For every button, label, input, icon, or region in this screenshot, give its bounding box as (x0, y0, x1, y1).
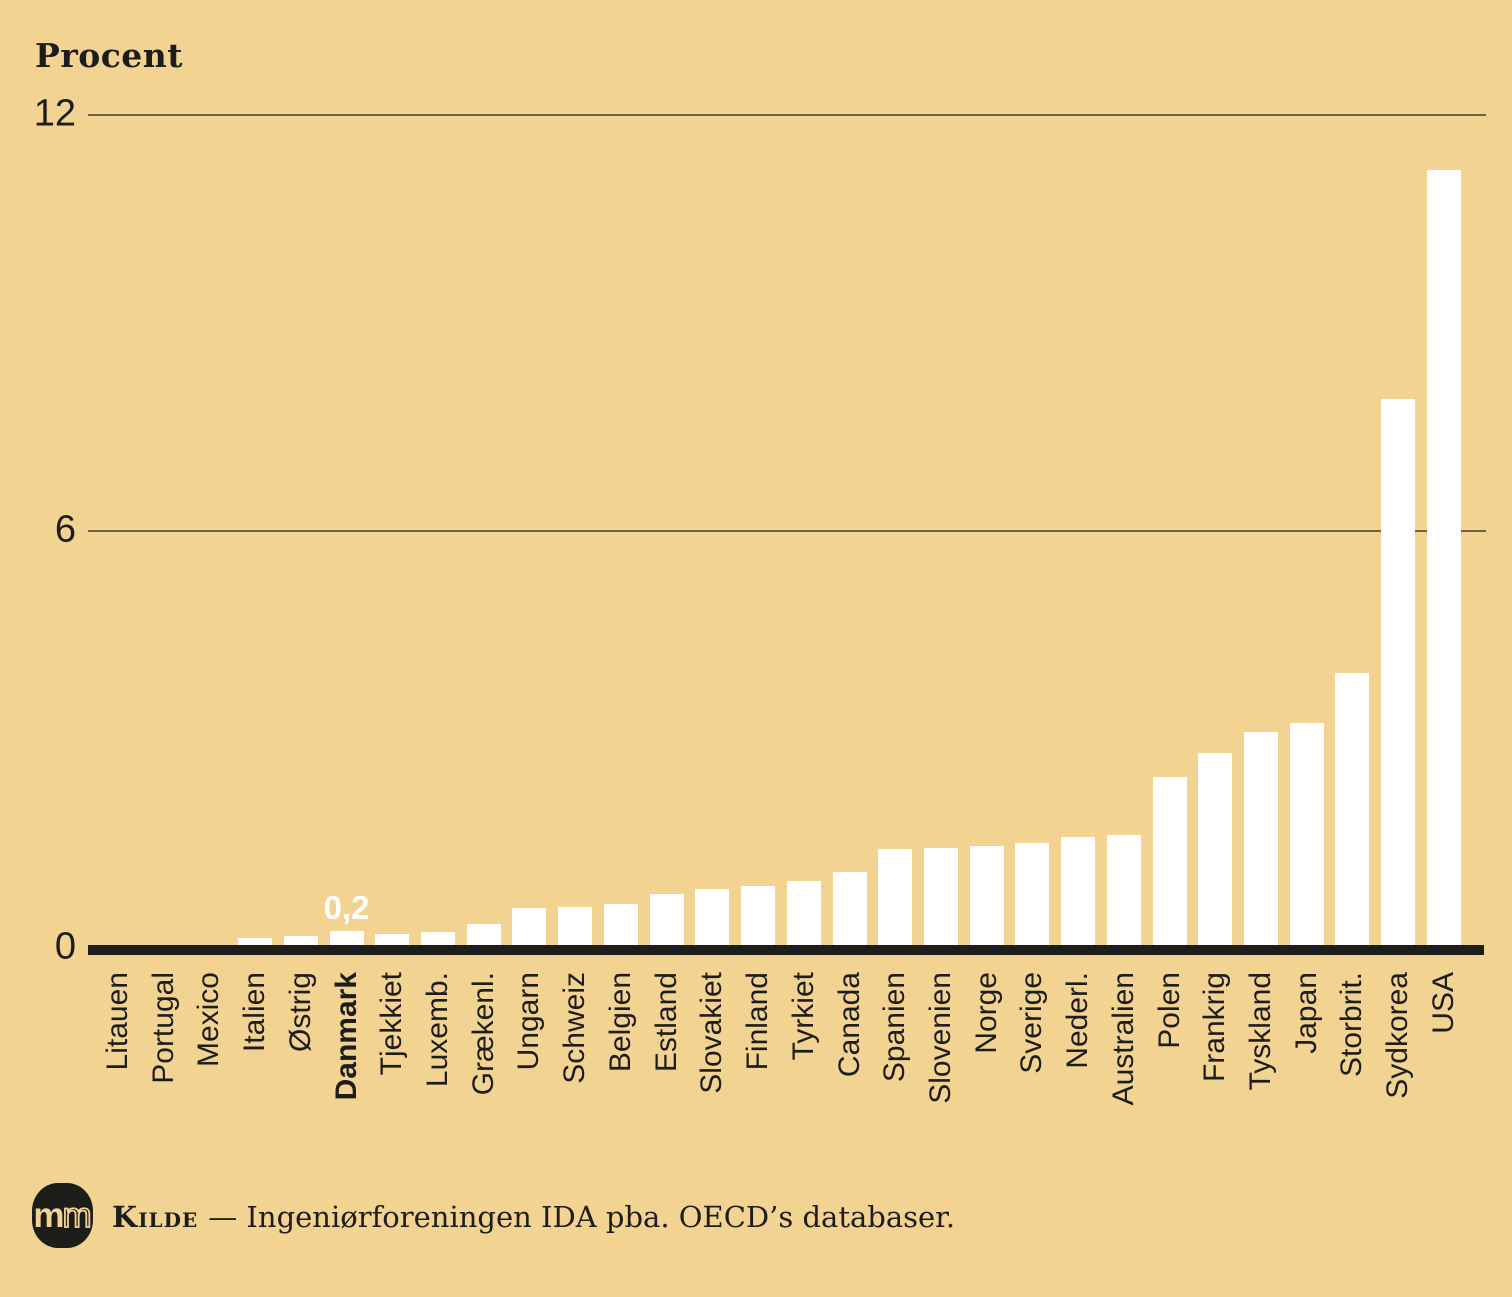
bar (466, 924, 501, 945)
x-axis-label: Spanien (878, 972, 912, 1083)
x-axis-label: Finland (741, 972, 775, 1071)
bar (1244, 731, 1278, 945)
gridline-12 (88, 114, 1486, 116)
bar (1381, 398, 1416, 945)
logo-letter-m-outline: m (62, 1196, 93, 1235)
source-label: Kilde (112, 1200, 199, 1234)
x-axis-label: Sverige (1015, 972, 1049, 1074)
x-axis-label: Schweiz (558, 972, 592, 1084)
bar (695, 888, 730, 945)
bar (878, 848, 913, 945)
bar (329, 931, 364, 945)
x-axis-label: Slovenien (923, 972, 957, 1104)
x-axis-label: Belgien (603, 972, 637, 1073)
x-axis-label: Canada (832, 972, 866, 1078)
x-axis-label: Tjekkiet (375, 972, 409, 1076)
x-axis-label: Mexico (192, 972, 226, 1068)
bar-value-label: 0,2 (323, 889, 370, 927)
y-axis-unit-title: Procent (35, 36, 184, 75)
gridline-6 (88, 530, 1486, 532)
x-axis-label: Portugal (146, 972, 180, 1084)
x-axis-label: Slovakiet (695, 972, 729, 1094)
x-axis-label: Østrig (283, 972, 317, 1053)
x-axis-label: Storbrit. (1335, 972, 1369, 1078)
source-caption: Kilde — Ingeniørforeningen IDA pba. OECD’… (112, 1200, 955, 1234)
x-axis-label: Japan (1289, 972, 1323, 1054)
bar (558, 906, 593, 945)
x-axis-label: Australien (1106, 972, 1140, 1106)
bar (283, 936, 318, 945)
bar (1152, 776, 1187, 945)
bar (1198, 753, 1233, 945)
bar (923, 848, 958, 945)
x-axis-line (88, 945, 1484, 955)
x-axis-label: Luxemb. (421, 972, 455, 1088)
bar (238, 938, 273, 945)
source-text: — Ingeniørforeningen IDA pba. OECD’s dat… (208, 1200, 956, 1234)
x-axis-label: Nederl. (1061, 972, 1095, 1069)
x-axis-label: Danmark (329, 972, 363, 1101)
x-axis-label: Ungarn (512, 972, 546, 1071)
x-axis-label: Norge (969, 972, 1003, 1054)
x-axis-label: Estland (649, 972, 683, 1073)
y-tick-0: 0 (54, 925, 76, 968)
x-axis-label: Litauen (101, 972, 134, 1071)
bar (1061, 837, 1096, 945)
bar (969, 846, 1004, 945)
bar (375, 933, 410, 945)
bar (421, 931, 456, 945)
bar (832, 872, 867, 945)
x-axis-label: Sydkorea (1381, 972, 1415, 1099)
bar (512, 908, 547, 945)
bar (1015, 843, 1050, 945)
bar (649, 893, 684, 945)
logo-letter-m-solid: m (33, 1196, 65, 1235)
bar (603, 903, 638, 945)
bar (1335, 673, 1370, 945)
x-axis-label: Grækenl. (466, 972, 500, 1096)
x-axis-label: Tyskland (1244, 972, 1277, 1091)
bar (1426, 170, 1461, 945)
x-axis-label: Tyrkiet (786, 972, 820, 1061)
x-axis-label: Frankrig (1198, 972, 1232, 1083)
bar (1106, 835, 1141, 945)
bar (786, 881, 821, 945)
y-tick-6: 6 (54, 508, 76, 551)
mm-logo: m m (32, 1183, 93, 1248)
x-axis-label: Italien (238, 972, 272, 1053)
x-axis-label: USA (1426, 972, 1460, 1034)
x-axis-label: Polen (1152, 972, 1186, 1049)
bar (1289, 722, 1324, 945)
y-tick-12: 12 (33, 92, 76, 135)
bar (741, 886, 776, 945)
